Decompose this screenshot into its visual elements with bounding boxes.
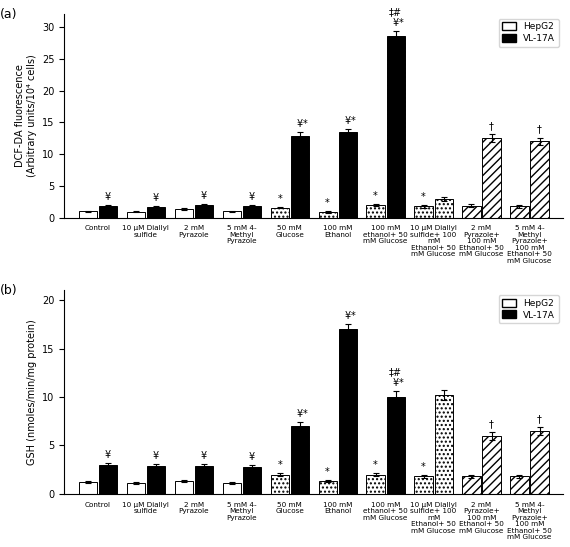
Bar	[367, 475, 385, 494]
Text: *: *	[303, 409, 308, 419]
Text: *: *	[421, 192, 426, 202]
Bar	[339, 329, 357, 494]
Text: (a): (a)	[0, 8, 17, 21]
Text: *: *	[399, 378, 404, 388]
Bar	[271, 207, 289, 218]
Text: *: *	[399, 18, 404, 28]
Bar	[531, 141, 549, 218]
Text: †: †	[537, 414, 542, 424]
Bar	[79, 482, 97, 494]
Text: *: *	[421, 462, 426, 472]
Bar	[482, 436, 500, 494]
Text: ¥: ¥	[345, 115, 351, 126]
Text: *: *	[277, 460, 282, 470]
Text: *: *	[373, 459, 378, 469]
Text: ¥: ¥	[345, 311, 351, 321]
Text: *: *	[351, 311, 356, 321]
Bar	[291, 136, 309, 218]
Bar	[339, 132, 357, 218]
Legend: HepG2, VL-17A: HepG2, VL-17A	[499, 295, 559, 323]
Bar	[243, 467, 261, 494]
Bar	[223, 211, 241, 218]
Text: *: *	[325, 198, 330, 208]
Text: †: †	[537, 125, 542, 135]
Bar	[386, 397, 405, 494]
Bar	[223, 483, 241, 494]
Text: †: †	[489, 121, 494, 131]
Text: *: *	[277, 194, 282, 203]
Text: *: *	[351, 115, 356, 126]
Text: ¥: ¥	[153, 451, 159, 461]
Text: ¥: ¥	[249, 452, 255, 462]
Bar	[367, 205, 385, 218]
Bar	[291, 426, 309, 494]
Bar	[434, 395, 453, 494]
Text: †: †	[489, 419, 494, 429]
Bar	[414, 206, 433, 218]
Text: (b): (b)	[0, 284, 17, 298]
Text: ‡#: ‡#	[389, 367, 402, 377]
Bar	[195, 205, 213, 218]
Bar	[319, 212, 337, 218]
Text: ¥: ¥	[201, 191, 207, 201]
Bar	[271, 475, 289, 494]
Text: ¥: ¥	[297, 119, 303, 130]
Bar	[243, 206, 261, 218]
Text: ¥: ¥	[153, 193, 159, 203]
Text: ¥: ¥	[297, 409, 303, 419]
Text: ¥: ¥	[105, 192, 111, 202]
Bar	[147, 466, 165, 494]
Bar	[386, 37, 405, 218]
Text: ¥: ¥	[105, 450, 111, 460]
Bar	[174, 481, 193, 494]
Bar	[462, 206, 481, 218]
Bar	[510, 476, 528, 494]
Bar	[99, 465, 117, 494]
Y-axis label: DCF-DA fluorescence
(Arbitrary units/10⁴ cells): DCF-DA fluorescence (Arbitrary units/10⁴…	[15, 55, 36, 177]
Bar	[79, 211, 97, 218]
Y-axis label: GSH (nmoles/min/mg protein): GSH (nmoles/min/mg protein)	[27, 319, 36, 465]
Bar	[414, 476, 433, 494]
Text: *: *	[303, 119, 308, 130]
Bar	[434, 199, 453, 218]
Text: ¥: ¥	[393, 18, 399, 28]
Text: ‡#: ‡#	[389, 7, 402, 17]
Bar	[127, 483, 145, 494]
Text: *: *	[373, 191, 378, 201]
Bar	[531, 431, 549, 494]
Bar	[482, 138, 500, 218]
Bar	[195, 466, 213, 494]
Bar	[462, 476, 481, 494]
Bar	[319, 481, 337, 494]
Bar	[510, 206, 528, 218]
Bar	[127, 212, 145, 218]
Text: ¥: ¥	[249, 192, 255, 202]
Legend: HepG2, VL-17A: HepG2, VL-17A	[499, 19, 559, 47]
Text: ¥: ¥	[393, 378, 399, 388]
Bar	[99, 206, 117, 218]
Text: *: *	[325, 467, 330, 478]
Bar	[174, 210, 193, 218]
Bar	[147, 207, 165, 218]
Text: ¥: ¥	[201, 451, 207, 461]
